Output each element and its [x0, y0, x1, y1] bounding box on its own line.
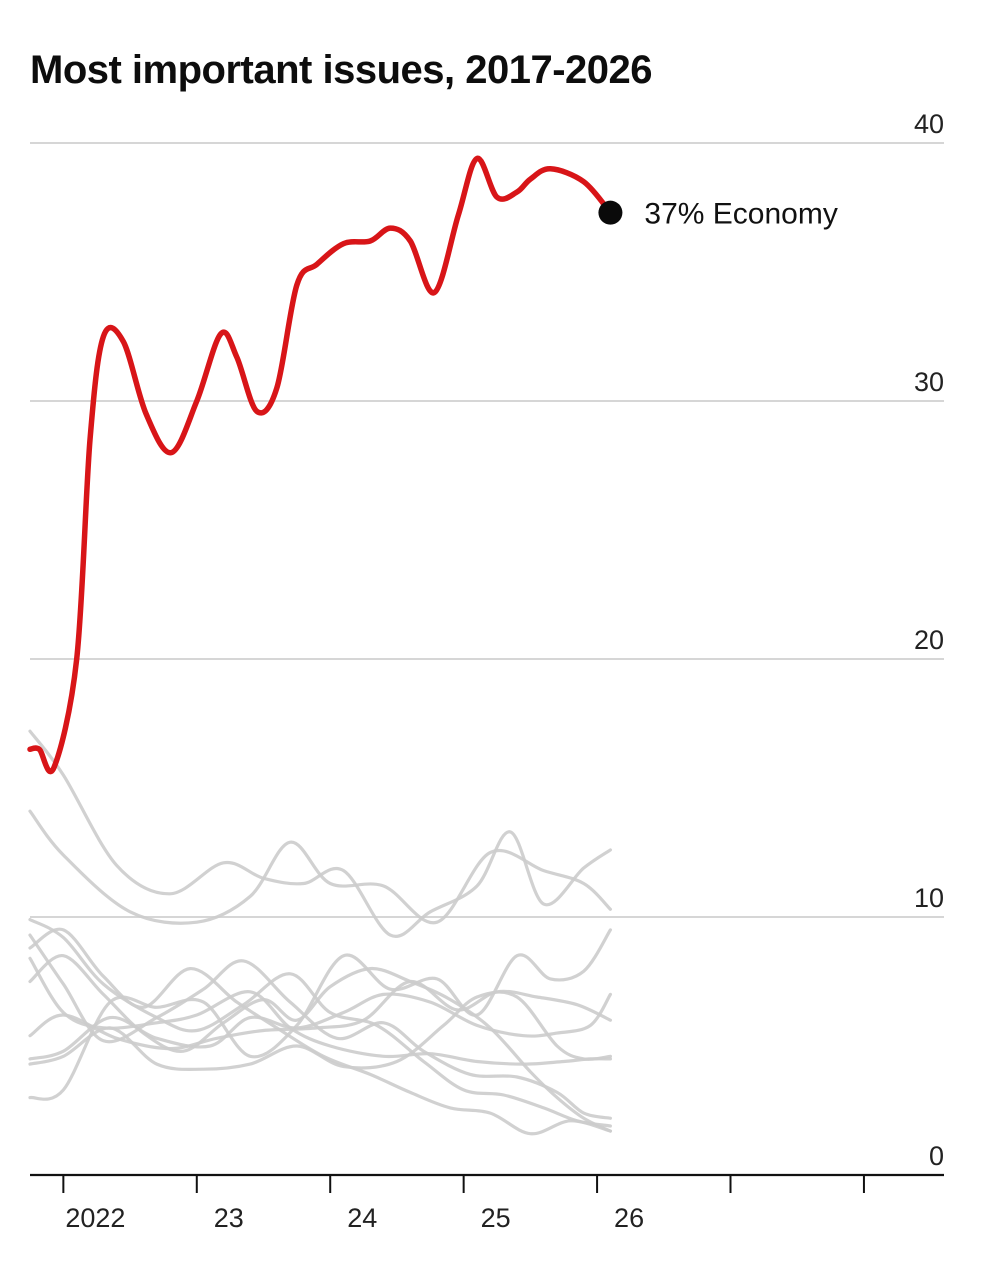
y-axis-labels: 0 10 20 30 40 [914, 109, 944, 1171]
series-line-7 [28, 979, 612, 1051]
series-line-9 [28, 990, 612, 1071]
y-tick-label-10: 10 [914, 883, 944, 913]
series-line-2 [28, 729, 612, 938]
y-tick-label-40: 40 [914, 109, 944, 139]
highlight-series [27, 155, 614, 775]
series-line-6 [28, 956, 612, 1066]
economy-annotation-label: 37% Economy [644, 198, 837, 231]
series-line-10 [28, 928, 612, 1101]
y-tick-label-0: 0 [929, 1141, 944, 1171]
series-line-4 [28, 918, 612, 1128]
x-tick-label-26: 26 [614, 1203, 644, 1233]
y-tick-label-30: 30 [914, 367, 944, 397]
gridlines [30, 142, 944, 918]
x-tick-label-25: 25 [481, 1203, 511, 1233]
x-tick-label-23: 23 [214, 1203, 244, 1233]
background-series [28, 729, 612, 1136]
x-tick-label-24: 24 [347, 1203, 377, 1233]
economy-series-line [27, 155, 614, 775]
x-axis: 2022 23 24 25 26 [30, 1173, 944, 1233]
annotation: 37% Economy [598, 198, 838, 231]
y-tick-label-20: 20 [914, 625, 944, 655]
series-line-11 [28, 954, 612, 1133]
economy-endpoint-dot [598, 200, 623, 225]
series-line-12 [28, 927, 612, 1136]
series-line-3 [28, 809, 612, 925]
x-tick-label-2022: 2022 [65, 1203, 125, 1233]
chart-title: Most important issues, 2017-2026 [30, 48, 653, 92]
